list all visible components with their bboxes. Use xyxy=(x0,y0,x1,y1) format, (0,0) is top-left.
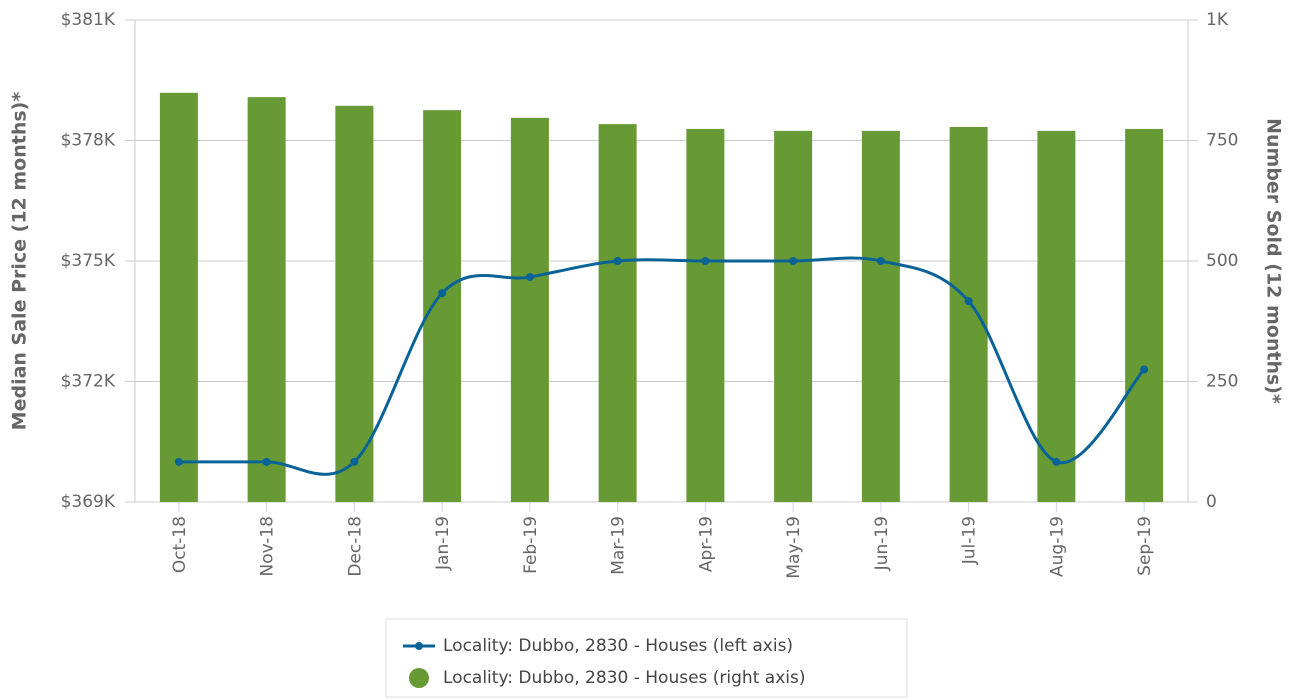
y-tick-label: $378K xyxy=(61,131,116,151)
x-tick-label: Oct-18 xyxy=(170,516,190,573)
legend-marker xyxy=(409,668,429,688)
line-marker xyxy=(964,297,973,306)
bar xyxy=(510,117,549,502)
line-marker xyxy=(350,457,359,466)
line xyxy=(178,256,1146,476)
x-tick-label: May-19 xyxy=(784,516,804,579)
bar xyxy=(247,97,286,503)
y-tick-label: $369K xyxy=(61,492,116,512)
legend-box xyxy=(385,618,908,698)
x-tick-label: Jan-19 xyxy=(433,516,453,571)
y2-tick-label: 1K xyxy=(1206,10,1229,30)
line-marker xyxy=(438,289,447,298)
line-marker xyxy=(613,257,622,265)
x-tick-label: Mar-19 xyxy=(609,516,629,575)
bar xyxy=(949,127,988,502)
y2-axis-title: Number Sold (12 months)* xyxy=(1263,118,1285,404)
x-tick-label: Nov-18 xyxy=(258,516,278,577)
bar xyxy=(686,128,725,502)
x-tick-label: Jul-19 xyxy=(960,516,980,565)
line-marker xyxy=(262,457,271,466)
legend-label: Locality: Dubbo, 2830 - Houses (right ax… xyxy=(443,668,805,688)
y2-tick-label: 0 xyxy=(1206,492,1217,512)
x-tick-label: Feb-19 xyxy=(521,516,541,574)
bar xyxy=(861,130,900,503)
x-tick-label: Dec-18 xyxy=(345,516,365,577)
x-tick-label: Apr-19 xyxy=(696,516,716,572)
x-tick-label: Sep-19 xyxy=(1135,516,1155,576)
line-marker xyxy=(701,257,710,265)
y-tick-label: $381K xyxy=(61,10,116,30)
line-marker xyxy=(789,257,798,265)
bar xyxy=(335,105,374,503)
x-tick-label: Aug-19 xyxy=(1047,516,1067,577)
bar xyxy=(598,124,637,502)
line-marker xyxy=(525,273,534,282)
y2-tick-label: 500 xyxy=(1206,251,1238,271)
bar xyxy=(1037,130,1076,503)
y-tick-label: $372K xyxy=(61,372,116,392)
y2-tick-label: 250 xyxy=(1206,372,1238,392)
legend-label: Locality: Dubbo, 2830 - Houses (left axi… xyxy=(443,636,793,656)
bar xyxy=(159,92,198,503)
line-marker xyxy=(1052,457,1061,466)
legend-marker xyxy=(415,642,423,650)
x-tick-label: Jun-19 xyxy=(872,516,892,571)
y2-tick-label: 750 xyxy=(1206,131,1238,151)
bar xyxy=(423,110,462,502)
line-marker xyxy=(174,457,183,466)
y-tick-label: $375K xyxy=(61,251,116,271)
line-marker xyxy=(876,257,885,265)
y-axis-title: Median Sale Price (12 months)* xyxy=(9,92,31,431)
bar xyxy=(1125,128,1164,502)
line-marker xyxy=(1140,365,1149,374)
bar xyxy=(774,130,813,503)
